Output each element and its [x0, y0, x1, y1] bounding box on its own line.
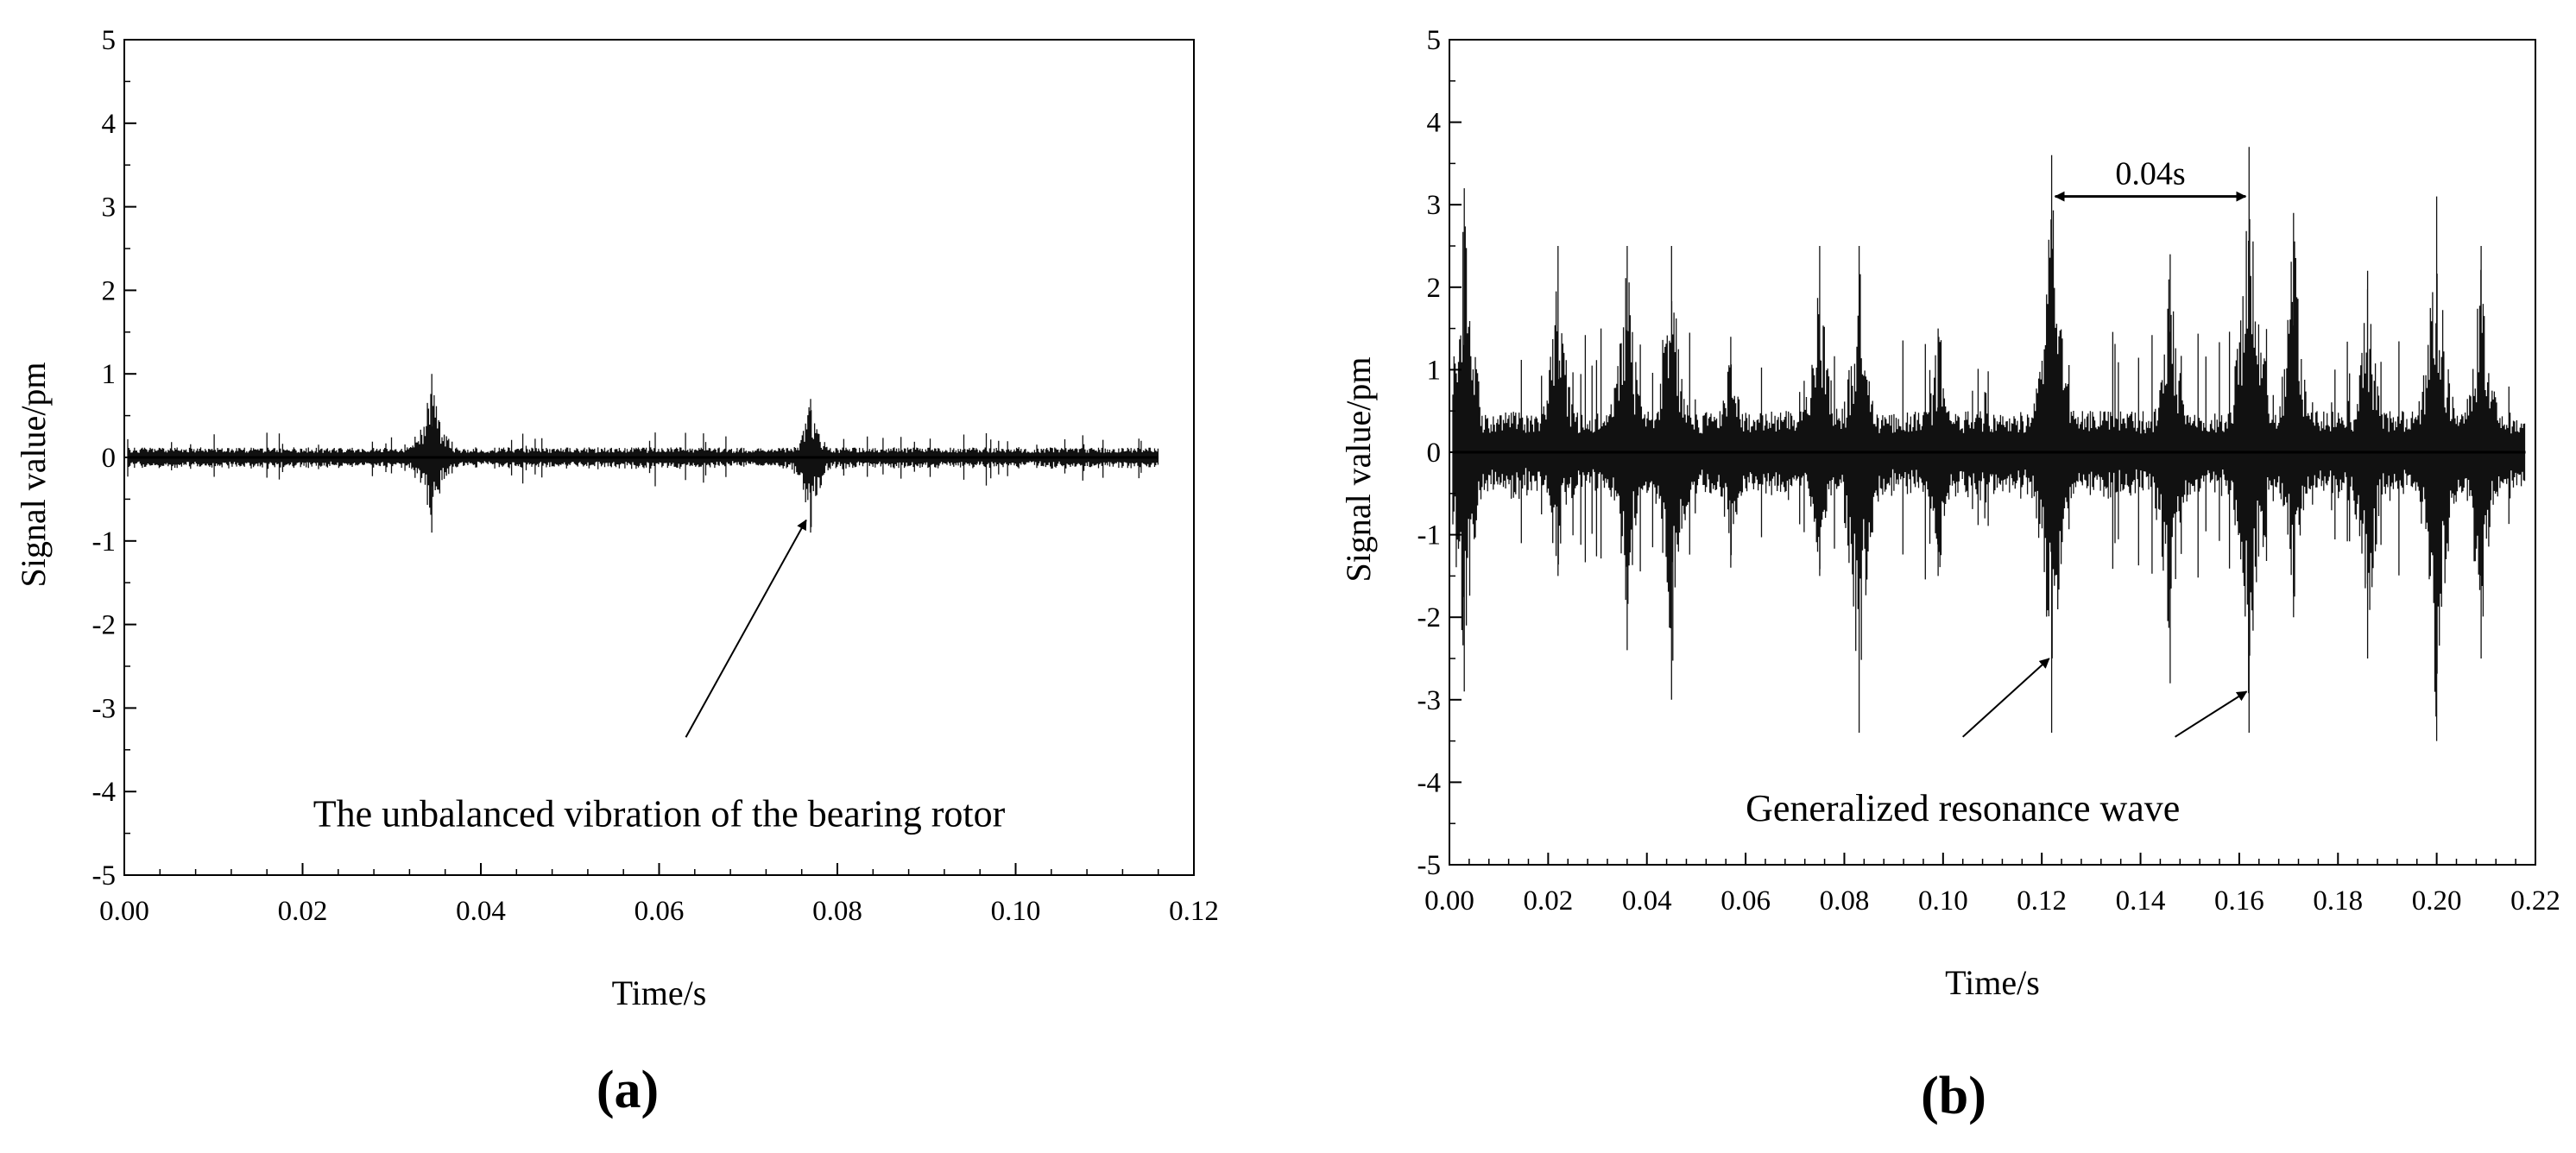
y-tick-label: 1	[102, 359, 117, 390]
y-tick-label: -1	[1417, 520, 1442, 551]
annotation-arrow-2	[2175, 690, 2248, 738]
annotation-text-resonance: Generalized resonance wave	[1746, 787, 2180, 829]
y-tick-label: 1	[1427, 355, 1442, 386]
x-tick-label: 0.16	[2214, 885, 2264, 917]
annotation-arrow-1	[1962, 658, 2050, 738]
y-tick-label: -5	[92, 860, 117, 892]
x-tick-label: 0.06	[1720, 885, 1771, 917]
y-tick-label: -2	[1417, 602, 1442, 633]
x-tick-label: 0.04	[456, 896, 506, 927]
y-axis-label: Signal value/pm	[14, 362, 53, 587]
chart-panel-a: 0.00 0.02 0.04 0.06 0.08 0.10 0.12 5 4 3 2 1 0 -1 -2 -…	[14, 25, 1219, 1119]
x-tick-label: 0.00	[99, 896, 149, 927]
y-axis-label: Signal value/pm	[1339, 356, 1378, 582]
x-tick-label: 0.08	[1820, 885, 1870, 917]
x-axis-label: Time/s	[612, 973, 707, 1012]
x-tick-label: 0.12	[2017, 885, 2067, 917]
panel-label-b: (b)	[1921, 1067, 1986, 1125]
y-tick-label: 3	[1427, 190, 1442, 221]
x-tick-label: 0.20	[2412, 885, 2462, 917]
x-axis-ticks: 0.00 0.02 0.04 0.06 0.08 0.10 0.12 0.14 0.16 0.18…	[1424, 853, 2560, 917]
signal-trace	[127, 374, 1159, 533]
y-tick-label: 5	[102, 25, 117, 56]
y-tick-label: -4	[92, 777, 117, 808]
x-tick-label: 0.08	[812, 896, 862, 927]
x-tick-label: 0.14	[2116, 885, 2166, 917]
x-tick-label: 0.22	[2510, 885, 2560, 917]
annotation-text-unbalanced: The unbalanced vibration of the bearing …	[313, 792, 1006, 835]
y-tick-label: 0	[1427, 438, 1442, 469]
y-axis-ticks: 5 4 3 2 1 0 -1 -2 -3 -4 -5	[1417, 25, 1462, 881]
signal-trace	[1452, 147, 2526, 741]
y-tick-label: 3	[102, 192, 117, 224]
x-axis-label: Time/s	[1945, 963, 2040, 1002]
annotation-group: The unbalanced vibration of the bearing …	[313, 519, 1006, 835]
x-tick-label: 0.02	[1523, 885, 1573, 917]
chart-panel-b: 0.00 0.02 0.04 0.06 0.08 0.10 0.12 0.14 0.16 0.18…	[1339, 25, 2560, 1125]
y-tick-label: -3	[92, 693, 117, 724]
x-tick-label: 0.10	[991, 896, 1041, 927]
annotation-arrow	[685, 519, 807, 738]
x-tick-label: 0.12	[1169, 896, 1219, 927]
x-tick-label: 0.04	[1622, 885, 1672, 917]
signal-line	[1452, 147, 2526, 741]
y-tick-label: 5	[1427, 25, 1442, 56]
y-tick-label: -4	[1417, 767, 1442, 798]
x-tick-label: 0.10	[1918, 885, 1968, 917]
x-tick-label: 0.06	[635, 896, 685, 927]
y-tick-label: -1	[92, 526, 117, 558]
x-tick-label: 0.18	[2313, 885, 2363, 917]
period-label: 0.04s	[2115, 156, 2185, 192]
panel-label-a: (a)	[597, 1061, 659, 1119]
y-tick-label: 2	[102, 275, 117, 306]
y-tick-label: 4	[1427, 108, 1442, 139]
x-tick-label: 0.00	[1424, 885, 1474, 917]
y-tick-label: -5	[1417, 850, 1442, 881]
y-tick-label: 0	[102, 443, 117, 474]
y-tick-label: 4	[102, 109, 117, 140]
y-axis-ticks: 5 4 3 2 1 0 -1 -2 -3 -4 -5	[92, 25, 136, 892]
x-axis-ticks: 0.00 0.02 0.04 0.06 0.08 0.10 0.12	[99, 863, 1219, 927]
y-tick-label: -2	[92, 610, 117, 641]
x-tick-label: 0.02	[278, 896, 328, 927]
y-tick-label: 2	[1427, 273, 1442, 304]
annotation-group: Generalized resonance wave 0.04s	[1746, 156, 2248, 829]
y-tick-label: -3	[1417, 685, 1442, 716]
signal-line	[127, 374, 1159, 533]
